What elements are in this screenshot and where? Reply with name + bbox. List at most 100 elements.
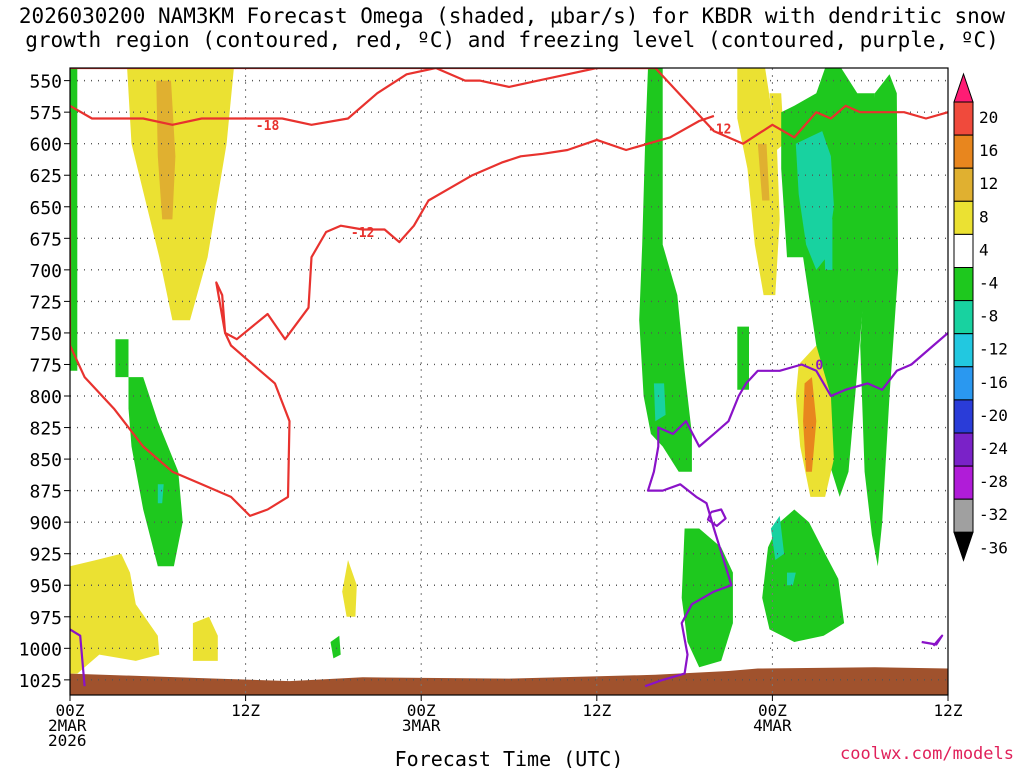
omega-area-23 xyxy=(787,572,796,586)
dgz-contour-label: -12 xyxy=(708,123,731,138)
colorbar-label: -28 xyxy=(979,472,1008,491)
y-tick-label: 775 xyxy=(29,355,62,376)
omega-area-6 xyxy=(70,553,160,674)
y-tick-label: 650 xyxy=(29,198,62,219)
omega-area-8 xyxy=(342,560,357,617)
colorbar-label: 20 xyxy=(979,108,998,127)
y-tick-label: 800 xyxy=(29,387,62,408)
colorbar-segment xyxy=(953,399,974,434)
colorbar-bottom-arrow xyxy=(953,531,974,562)
y-tick-label: 725 xyxy=(29,292,62,313)
colorbar-label: -16 xyxy=(979,373,1008,392)
colorbar-label: 16 xyxy=(979,141,998,160)
colorbar-label: -36 xyxy=(979,538,1008,557)
omega-area-20 xyxy=(681,528,733,668)
colorbar-segment xyxy=(953,101,974,136)
colorbar-label: -12 xyxy=(979,340,1008,359)
x-tick-label: 00Z xyxy=(56,701,85,720)
y-tick-label: 575 xyxy=(29,103,62,124)
y-tick-label: 600 xyxy=(29,135,62,156)
x-tick-label: 12Z xyxy=(934,701,963,720)
omega-area-3 xyxy=(70,68,78,371)
colorbar-label: -32 xyxy=(979,505,1008,524)
colorbar-segment xyxy=(953,498,974,533)
x-tick-label: 3MAR xyxy=(402,716,441,735)
x-tick-label: 2MAR xyxy=(48,716,87,735)
y-tick-label: 625 xyxy=(29,166,62,187)
y-tick-label: 850 xyxy=(29,450,62,471)
omega-fills xyxy=(70,68,899,674)
freezing-contour-2 xyxy=(921,634,944,647)
colorbar-label: -24 xyxy=(979,439,1008,458)
y-tick-label: 700 xyxy=(29,261,62,282)
x-tick-label: 00Z xyxy=(758,701,787,720)
freezing-contour-1 xyxy=(70,628,86,687)
y-tick-label: 875 xyxy=(29,482,62,503)
colorbar-segment xyxy=(953,233,974,268)
dgz-contour-1 xyxy=(70,68,948,145)
dgz-contour-2 xyxy=(70,112,715,518)
y-axis: 550 575 600 625 650 675 700 725 750 775 800 825 850 8… xyxy=(19,72,70,692)
y-tick-label: 925 xyxy=(29,545,62,566)
plot-frame xyxy=(69,67,949,696)
colorbar-label: -20 xyxy=(979,406,1008,425)
y-tick-label: 1025 xyxy=(19,671,62,692)
y-tick-label: 975 xyxy=(29,608,62,629)
dgz-contour-0 xyxy=(70,68,656,126)
dgz-contour-label: -12 xyxy=(351,226,374,241)
colorbar-segment xyxy=(953,366,974,401)
omega-area-12 xyxy=(737,68,780,296)
freezing-contour-0 xyxy=(644,332,948,688)
omega-area-2 xyxy=(206,118,217,163)
y-tick-label: 1000 xyxy=(19,639,62,660)
omega-area-25 xyxy=(157,484,164,504)
colorbar-segment xyxy=(953,300,974,335)
omega-area-11 xyxy=(737,326,749,390)
terrain-layer xyxy=(70,667,948,695)
y-tick-label: 825 xyxy=(29,419,62,440)
omega-area-22 xyxy=(770,515,785,560)
x-tick-label: 12Z xyxy=(231,701,260,720)
dgz-contour-label: -18 xyxy=(256,119,280,134)
omega-area-24 xyxy=(860,74,899,567)
omega-area-17 xyxy=(823,213,833,270)
omega-area-7 xyxy=(192,616,218,661)
x-tick-label: 12Z xyxy=(582,701,611,720)
omega-area-14 xyxy=(769,93,785,150)
x-tick-label: 2026 xyxy=(48,731,87,750)
x-axis-label: Forecast Time (UTC) xyxy=(395,747,624,768)
terrain-fill xyxy=(70,667,948,695)
freezing-contours: 0 xyxy=(70,332,948,688)
colorbar: 20 16 12 8 4 -4 -8 -12 -16 -20 -24 -28 -32 -36 xyxy=(953,72,1008,562)
y-tick-label: 950 xyxy=(29,576,62,597)
colorbar-segment xyxy=(953,333,974,368)
x-tick-label: 4MAR xyxy=(753,716,792,735)
omega-area-1 xyxy=(156,80,176,220)
colorbar-label: 12 xyxy=(979,174,998,193)
page-title: 2026030200 NAM3KM Forecast Omega (shaded… xyxy=(18,4,1006,52)
colorbar-label: -8 xyxy=(979,307,998,326)
omega-area-0 xyxy=(127,68,234,321)
omega-area-5 xyxy=(128,377,183,567)
y-tick-label: 675 xyxy=(29,229,62,250)
y-tick-label: 900 xyxy=(29,513,62,534)
colorbar-segment xyxy=(953,432,974,467)
omega-area-9 xyxy=(330,635,341,659)
omega-area-13 xyxy=(757,143,770,201)
dgz-contours: -18 -12 -12 xyxy=(70,68,948,518)
y-tick-label: 750 xyxy=(29,324,62,345)
colorbar-label: 4 xyxy=(979,240,989,259)
colorbar-segment xyxy=(953,200,974,235)
credit-text: coolwx.com/models xyxy=(840,744,1014,764)
omega-area-19 xyxy=(803,377,817,472)
freezing-contour-label: 0 xyxy=(815,358,823,373)
x-tick-label: 00Z xyxy=(407,701,436,720)
colorbar-top-arrow xyxy=(953,72,974,103)
freezing-contour-3 xyxy=(706,508,727,528)
omega-area-26 xyxy=(653,383,666,422)
colorbar-label: 8 xyxy=(979,207,989,226)
omega-area-4 xyxy=(115,339,129,378)
colorbar-segment xyxy=(953,267,974,302)
